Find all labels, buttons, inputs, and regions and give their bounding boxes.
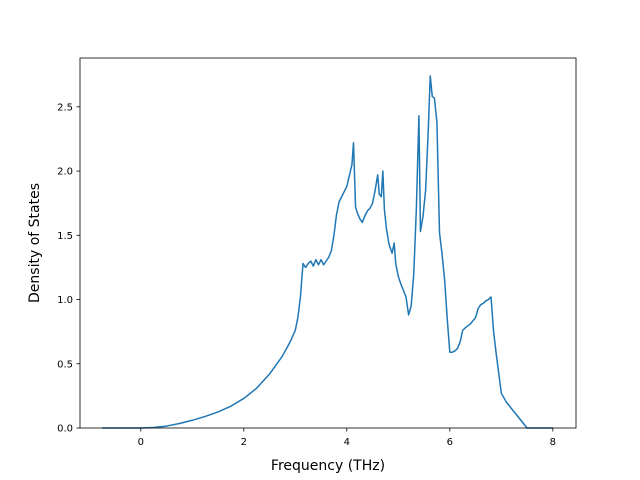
axes-frame xyxy=(79,57,577,429)
x-tick-label: 4 xyxy=(344,437,350,448)
y-axis-label: Density of States xyxy=(27,183,43,303)
dos-series-line xyxy=(102,75,553,429)
y-tick-label: 1.5 xyxy=(57,231,73,242)
x-tick-label: 2 xyxy=(241,437,247,448)
plot-area xyxy=(102,75,553,429)
x-tick-label: 8 xyxy=(550,437,556,448)
y-tick-label: 0.0 xyxy=(57,424,73,435)
x-tick-label: 0 xyxy=(138,437,144,448)
y-tick-label: 0.5 xyxy=(57,359,73,370)
x-axis-label: Frequency (THz) xyxy=(271,458,385,474)
y-tick-label: 2.5 xyxy=(57,102,73,113)
y-tick-label: 2.0 xyxy=(57,167,73,178)
y-tick-label: 1.0 xyxy=(57,295,73,306)
x-tick-label: 6 xyxy=(447,437,453,448)
axis-ticks: 0 2 4 6 8 0.0 0.5 1.0 1.5 2.0 2.5 xyxy=(57,102,556,448)
